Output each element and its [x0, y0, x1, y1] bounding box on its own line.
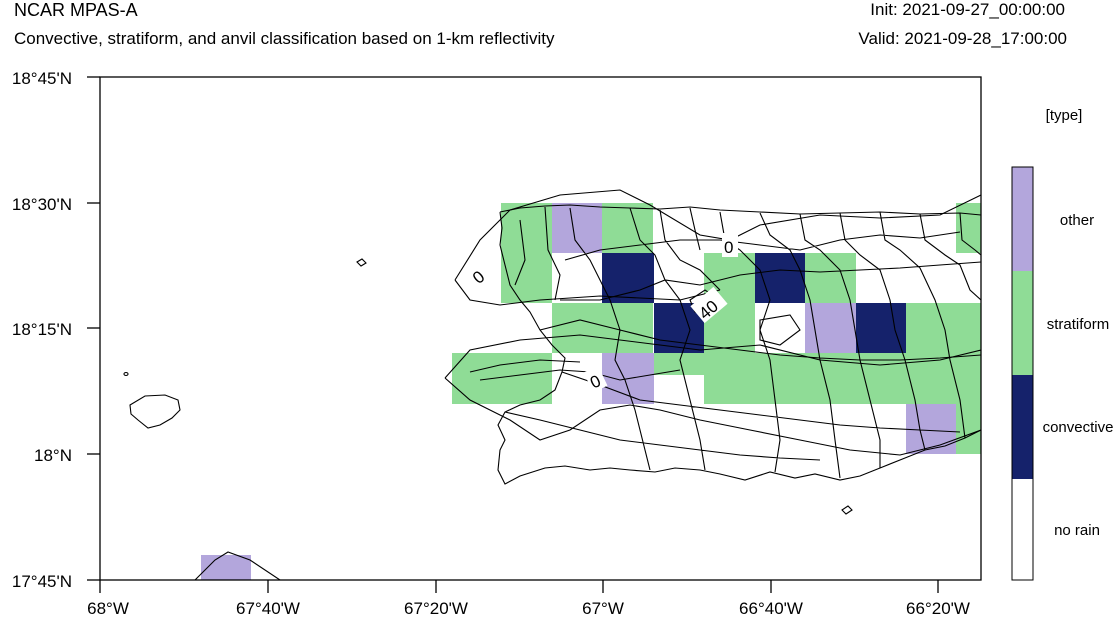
valid-time: Valid: 2021-09-28_17:00:00 [858, 29, 1067, 48]
lat-tick-label: 18°N [34, 446, 72, 465]
lon-tick-label: 67°20'W [404, 599, 468, 618]
lat-tick-label: 17°45'N [12, 572, 72, 591]
contour-southwest [194, 551, 281, 580]
lon-labels: 68°W 67°40'W 67°20'W 67°W 66°40'W 66°20'… [87, 599, 970, 618]
desecheo-island [356, 258, 367, 267]
legend-label-stratiform: stratiform [1047, 316, 1110, 333]
lat-tick-label: 18°15'N [12, 320, 72, 339]
legend: [type] other stratiform convective no ra… [1011, 107, 1114, 581]
contour-0-west [444, 189, 981, 456]
mona-island [129, 394, 181, 429]
lon-tick-marks [99, 580, 939, 593]
lon-tick-label: 68°W [87, 599, 129, 618]
legend-swatch-convective [1012, 375, 1033, 479]
lat-labels: 18°45'N 18°30'N 18°15'N 18°N 17°45'N [12, 69, 72, 591]
legend-label-other: other [1060, 212, 1094, 229]
legend-swatch-other [1012, 167, 1033, 271]
legend-swatch-no-rain [1012, 479, 1033, 580]
lon-tick-label: 66°40'W [739, 599, 803, 618]
init-time: Init: 2021-09-27_00:00:00 [870, 0, 1065, 19]
lat-tick-label: 18°45'N [12, 69, 72, 88]
lon-tick-label: 67°40'W [236, 599, 300, 618]
coastline [497, 204, 981, 485]
municipality-lines [504, 206, 981, 479]
legend-frame [1011, 166, 1034, 581]
lat-tick-label: 18°30'N [12, 195, 72, 214]
legend-label-convective: convective [1043, 419, 1114, 436]
contour-label: 0 [724, 238, 733, 257]
legend-label-no-rain: no rain [1054, 522, 1100, 539]
lat-tick-marks [87, 76, 100, 581]
plot-description: Convective, stratiform, and anvil classi… [14, 29, 555, 48]
legend-title: [type] [1046, 107, 1083, 124]
classification-cells [201, 203, 981, 580]
lon-tick-label: 66°20'W [906, 599, 970, 618]
lon-tick-label: 67°W [582, 599, 624, 618]
model-title: NCAR MPAS-A [14, 0, 138, 20]
legend-swatch-stratiform [1012, 271, 1033, 375]
